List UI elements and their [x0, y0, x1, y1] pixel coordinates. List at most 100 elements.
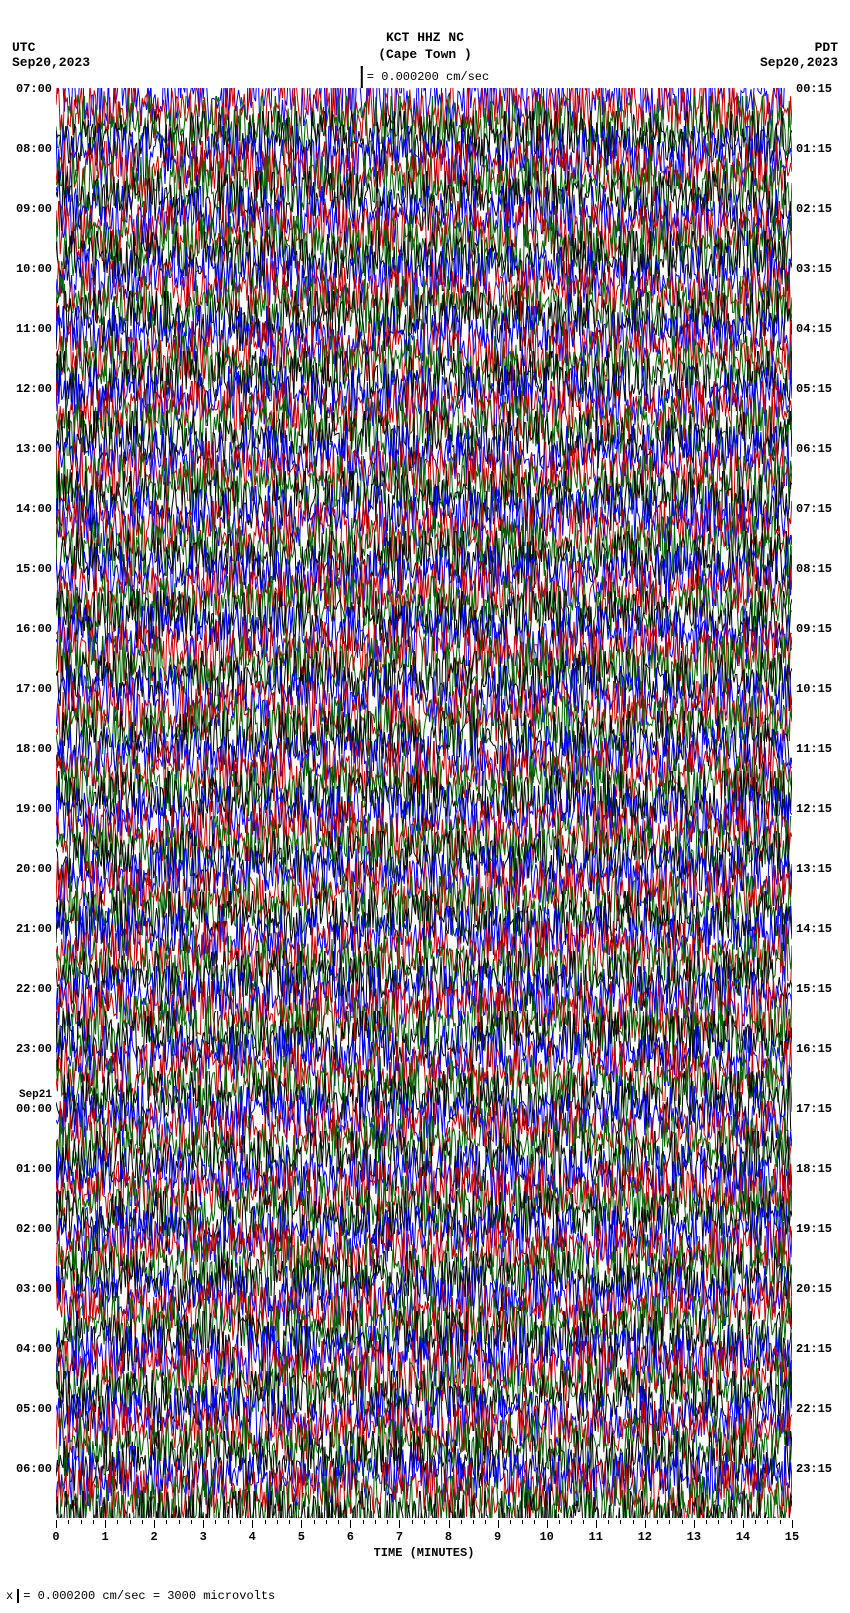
- footer-prefix: x: [6, 1589, 13, 1603]
- x-tick: [498, 1520, 499, 1528]
- utc-time-label: 10:00: [16, 262, 52, 276]
- x-tick: [731, 1520, 732, 1524]
- x-tick: [93, 1520, 94, 1524]
- utc-time-label: 19:00: [16, 802, 52, 816]
- x-tick: [179, 1520, 180, 1524]
- date-right: Sep20,2023: [760, 55, 838, 70]
- day-change-marker: Sep21: [19, 1089, 52, 1101]
- x-tick: [203, 1520, 204, 1528]
- utc-time-label: 23:00: [16, 1042, 52, 1056]
- x-tick: [154, 1520, 155, 1528]
- x-tick: [547, 1520, 548, 1528]
- utc-time-label: 05:00: [16, 1402, 52, 1416]
- scale-bar-icon: [17, 1589, 19, 1603]
- x-tick-label: 14: [736, 1530, 750, 1544]
- utc-time-label: 11:00: [16, 322, 52, 336]
- x-tick: [130, 1520, 131, 1524]
- utc-time-label: 16:00: [16, 622, 52, 636]
- pdt-time-label: 10:15: [796, 682, 832, 696]
- trace-row: [56, 1491, 792, 1519]
- x-tick: [743, 1520, 744, 1528]
- x-tick: [473, 1520, 474, 1524]
- pdt-time-label: 00:15: [796, 82, 832, 96]
- x-tick: [792, 1520, 793, 1528]
- x-tick-label: 1: [101, 1530, 108, 1544]
- x-tick: [277, 1520, 278, 1524]
- utc-time-label: 00:00: [16, 1102, 52, 1116]
- scale-note: = 0.000200 cm/sec: [361, 66, 489, 88]
- footer-label: = 0.000200 cm/sec = 3000 microvolts: [23, 1589, 275, 1603]
- pdt-time-label: 18:15: [796, 1162, 832, 1176]
- x-axis-title: TIME (MINUTES): [374, 1546, 475, 1560]
- x-tick: [142, 1520, 143, 1524]
- utc-time-label: 18:00: [16, 742, 52, 756]
- x-tick: [780, 1520, 781, 1524]
- x-tick: [399, 1520, 400, 1528]
- x-tick: [669, 1520, 670, 1524]
- utc-time-label: 13:00: [16, 442, 52, 456]
- x-tick: [657, 1520, 658, 1524]
- x-tick: [485, 1520, 486, 1524]
- utc-time-label: 09:00: [16, 202, 52, 216]
- x-tick-label: 3: [200, 1530, 207, 1544]
- pdt-time-label: 21:15: [796, 1342, 832, 1356]
- x-tick: [191, 1520, 192, 1524]
- pdt-time-label: 08:15: [796, 562, 832, 576]
- x-tick: [215, 1520, 216, 1524]
- x-tick-label: 9: [494, 1530, 501, 1544]
- x-tick-label: 0: [52, 1530, 59, 1544]
- x-tick: [289, 1520, 290, 1524]
- utc-time-label: 17:00: [16, 682, 52, 696]
- x-tick-label: 15: [785, 1530, 799, 1544]
- x-tick: [583, 1520, 584, 1524]
- utc-time-label: 14:00: [16, 502, 52, 516]
- x-tick: [706, 1520, 707, 1524]
- timezone-right: PDT: [815, 40, 838, 55]
- x-tick: [301, 1520, 302, 1528]
- x-tick: [755, 1520, 756, 1524]
- utc-time-label: 03:00: [16, 1282, 52, 1296]
- pdt-time-label: 05:15: [796, 382, 832, 396]
- x-tick: [608, 1520, 609, 1524]
- pdt-time-label: 03:15: [796, 262, 832, 276]
- x-tick-label: 7: [396, 1530, 403, 1544]
- utc-time-label: 20:00: [16, 862, 52, 876]
- pdt-time-label: 12:15: [796, 802, 832, 816]
- utc-time-label: 22:00: [16, 982, 52, 996]
- x-tick: [436, 1520, 437, 1524]
- x-tick: [412, 1520, 413, 1524]
- x-tick: [326, 1520, 327, 1524]
- x-tick-label: 2: [151, 1530, 158, 1544]
- x-tick: [105, 1520, 106, 1528]
- pdt-time-label: 17:15: [796, 1102, 832, 1116]
- x-tick-label: 4: [249, 1530, 256, 1544]
- x-tick-label: 11: [589, 1530, 603, 1544]
- pdt-time-label: 20:15: [796, 1282, 832, 1296]
- x-tick: [363, 1520, 364, 1524]
- pdt-time-label: 19:15: [796, 1222, 832, 1236]
- x-tick: [645, 1520, 646, 1528]
- x-tick: [559, 1520, 560, 1524]
- x-tick: [252, 1520, 253, 1528]
- x-tick: [534, 1520, 535, 1524]
- x-tick: [682, 1520, 683, 1524]
- x-axis: TIME (MINUTES) 0123456789101112131415: [56, 1520, 792, 1560]
- utc-time-label: 01:00: [16, 1162, 52, 1176]
- pdt-time-label: 06:15: [796, 442, 832, 456]
- utc-time-label: 12:00: [16, 382, 52, 396]
- helicorder-container: KCT HHZ NC (Cape Town ) = 0.000200 cm/se…: [0, 0, 850, 1613]
- x-tick: [571, 1520, 572, 1524]
- x-tick: [228, 1520, 229, 1524]
- footer-scale: x = 0.000200 cm/sec = 3000 microvolts: [6, 1589, 275, 1603]
- utc-time-label: 04:00: [16, 1342, 52, 1356]
- x-tick: [81, 1520, 82, 1524]
- pdt-time-label: 07:15: [796, 502, 832, 516]
- x-tick: [424, 1520, 425, 1524]
- x-tick: [338, 1520, 339, 1524]
- pdt-time-label: 22:15: [796, 1402, 832, 1416]
- header: KCT HHZ NC (Cape Town ): [0, 0, 850, 62]
- x-tick: [314, 1520, 315, 1524]
- x-tick: [449, 1520, 450, 1528]
- scale-bar-icon: [361, 66, 363, 88]
- helicorder-plot: [56, 88, 792, 1518]
